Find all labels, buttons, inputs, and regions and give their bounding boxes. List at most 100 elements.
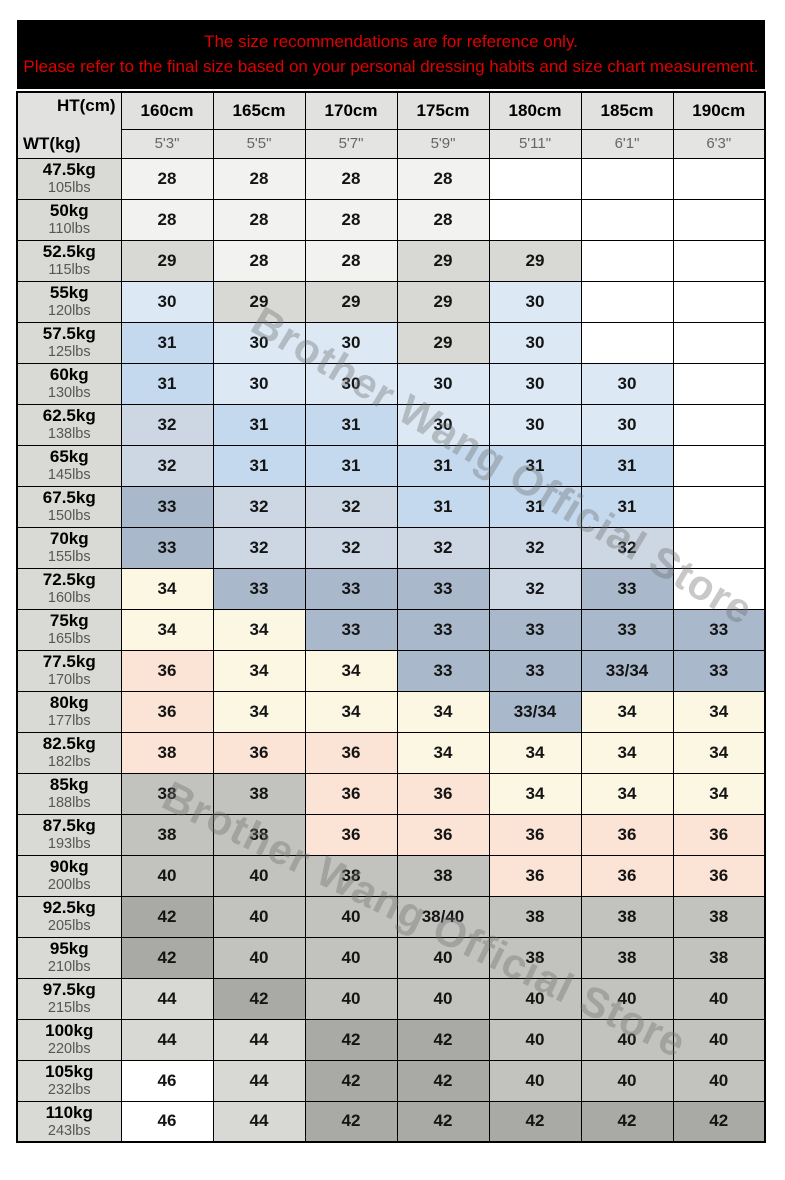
row-header-weight: 70kg 155lbs bbox=[16, 526, 122, 569]
size-cell: 33 bbox=[396, 567, 490, 610]
size-cell bbox=[672, 526, 766, 569]
size-cell: 33 bbox=[120, 526, 214, 569]
size-cell: 32 bbox=[580, 526, 674, 569]
size-cell: 29 bbox=[396, 321, 490, 364]
size-cell: 40 bbox=[304, 895, 398, 938]
size-cell: 36 bbox=[580, 854, 674, 897]
table-row: 97.5kg 215lbs 44 42 40 40 40 40 40 bbox=[16, 977, 766, 1020]
size-cell: 31 bbox=[580, 444, 674, 487]
size-cell: 36 bbox=[580, 813, 674, 856]
size-cell bbox=[488, 198, 582, 241]
weight-lbs-label: 170lbs bbox=[47, 672, 91, 689]
weight-lbs-label: 188lbs bbox=[47, 795, 91, 812]
size-cell: 31 bbox=[488, 485, 582, 528]
size-cell: 40 bbox=[672, 977, 766, 1020]
size-cell: 40 bbox=[580, 1059, 674, 1102]
size-cell: 34 bbox=[396, 731, 490, 774]
size-cell: 40 bbox=[212, 895, 306, 938]
size-cell: 30 bbox=[212, 321, 306, 364]
row-header-weight: 50kg 110lbs bbox=[16, 198, 122, 241]
size-cell: 40 bbox=[488, 1059, 582, 1102]
size-cell: 40 bbox=[396, 977, 490, 1020]
size-cell: 40 bbox=[488, 977, 582, 1020]
size-cell: 29 bbox=[396, 239, 490, 282]
size-cell: 33 bbox=[672, 608, 766, 651]
size-cell: 38 bbox=[120, 813, 214, 856]
weight-lbs-label: 155lbs bbox=[47, 549, 91, 566]
size-cell: 36 bbox=[672, 854, 766, 897]
size-cell: 30 bbox=[304, 321, 398, 364]
table-row: 90kg 200lbs 40 40 38 38 36 36 36 bbox=[16, 854, 766, 897]
size-cell: 33/34 bbox=[580, 649, 674, 692]
size-chart-table: HT(cm) WT(kg) 160cm 165cm 170cm 175cm 180cm 1… bbox=[16, 91, 766, 1143]
size-cell: 42 bbox=[488, 1100, 582, 1143]
size-cell: 44 bbox=[212, 1059, 306, 1102]
row-header-weight: 110kg 243lbs bbox=[16, 1100, 122, 1143]
size-cell: 30 bbox=[580, 362, 674, 405]
size-cell: 30 bbox=[488, 362, 582, 405]
size-cell: 38 bbox=[672, 936, 766, 979]
weight-lbs-label: 205lbs bbox=[47, 918, 91, 935]
size-cell: 40 bbox=[212, 854, 306, 897]
weight-kg-label: 95kg bbox=[49, 938, 89, 958]
table-row: 87.5kg 193lbs 38 38 36 36 36 36 36 bbox=[16, 813, 766, 856]
size-cell: 34 bbox=[672, 772, 766, 815]
row-header-weight: 97.5kg 215lbs bbox=[16, 977, 122, 1020]
column-header-height-cm: 180cm bbox=[488, 91, 582, 130]
size-cell: 36 bbox=[396, 772, 490, 815]
size-cell: 38 bbox=[212, 772, 306, 815]
row-header-weight: 52.5kg 115lbs bbox=[16, 239, 122, 282]
size-cell: 33 bbox=[120, 485, 214, 528]
size-cell: 36 bbox=[672, 813, 766, 856]
weight-lbs-label: 210lbs bbox=[47, 959, 91, 976]
size-cell: 31 bbox=[580, 485, 674, 528]
row-header-weight: 67.5kg 150lbs bbox=[16, 485, 122, 528]
row-header-weight: 82.5kg 182lbs bbox=[16, 731, 122, 774]
size-cell: 29 bbox=[304, 280, 398, 323]
size-cell: 42 bbox=[304, 1059, 398, 1102]
size-cell: 32 bbox=[120, 444, 214, 487]
weight-kg-label: 110kg bbox=[45, 1102, 93, 1122]
size-cell bbox=[672, 403, 766, 446]
size-cell: 42 bbox=[120, 895, 214, 938]
row-header-weight: 77.5kg 170lbs bbox=[16, 649, 122, 692]
size-cell: 29 bbox=[212, 280, 306, 323]
table-row: 77.5kg 170lbs 36 34 34 33 33 33/34 33 bbox=[16, 649, 766, 692]
weight-kg-label: 90kg bbox=[49, 856, 89, 876]
weight-kg-label: 50kg bbox=[49, 200, 89, 220]
height-axis-label: HT(cm) bbox=[56, 96, 116, 115]
size-cell: 34 bbox=[120, 567, 214, 610]
size-cell: 30 bbox=[488, 280, 582, 323]
size-cell: 34 bbox=[120, 608, 214, 651]
weight-kg-label: 82.5kg bbox=[42, 733, 96, 753]
table-row: 105kg 232lbs 46 44 42 42 40 40 40 bbox=[16, 1059, 766, 1102]
weight-kg-label: 97.5kg bbox=[42, 979, 96, 999]
weight-lbs-label: 177lbs bbox=[47, 713, 91, 730]
size-cell bbox=[672, 567, 766, 610]
size-cell bbox=[488, 157, 582, 200]
size-cell: 42 bbox=[672, 1100, 766, 1143]
table-row: 60kg 130lbs 31 30 30 30 30 30 bbox=[16, 362, 766, 405]
size-cell: 40 bbox=[396, 936, 490, 979]
size-cell: 34 bbox=[672, 731, 766, 774]
row-header-weight: 92.5kg 205lbs bbox=[16, 895, 122, 938]
size-cell: 42 bbox=[580, 1100, 674, 1143]
size-cell: 29 bbox=[488, 239, 582, 282]
size-cell: 34 bbox=[304, 649, 398, 692]
weight-lbs-label: 150lbs bbox=[47, 508, 91, 525]
weight-kg-label: 62.5kg bbox=[42, 405, 96, 425]
size-cell: 38/40 bbox=[396, 895, 490, 938]
size-cell: 34 bbox=[580, 731, 674, 774]
size-cell: 40 bbox=[580, 977, 674, 1020]
disclaimer-line-1: The size recommendations are for referen… bbox=[204, 31, 578, 51]
weight-lbs-label: 182lbs bbox=[47, 754, 91, 771]
size-cell: 31 bbox=[396, 485, 490, 528]
header-row-height-cm: HT(cm) WT(kg) 160cm 165cm 170cm 175cm 180cm 1… bbox=[16, 91, 766, 159]
size-cell: 44 bbox=[120, 1018, 214, 1061]
size-cell: 28 bbox=[304, 239, 398, 282]
size-cell: 33 bbox=[396, 649, 490, 692]
header-row-height-ft: 5'3" 5'5" 5'7" 5'9" 5'11" 6'1" 6'3" bbox=[17, 128, 766, 159]
row-header-weight: 90kg 200lbs bbox=[16, 854, 122, 897]
size-cell: 28 bbox=[212, 239, 306, 282]
